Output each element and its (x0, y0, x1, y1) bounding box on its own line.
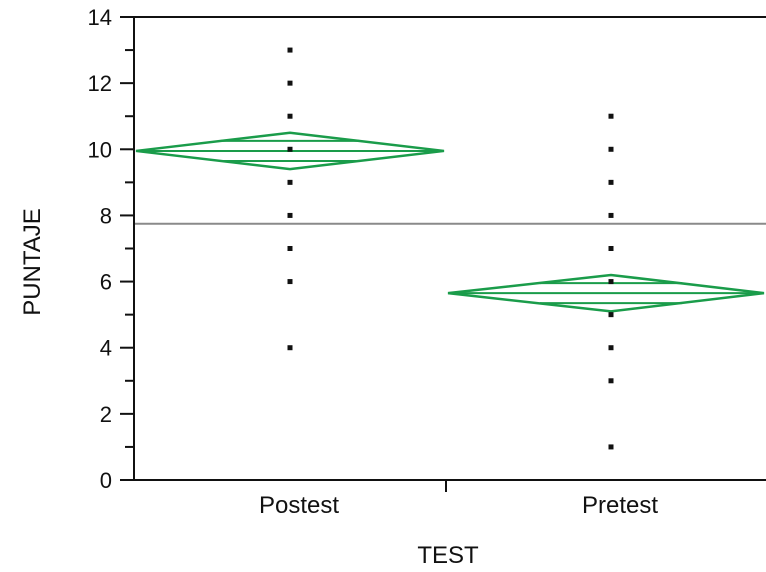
plot-frame (133, 16, 766, 481)
x-axis-category-labels: Postest Pretest (259, 492, 658, 519)
means-diamonds (135, 131, 765, 313)
data-points (287, 47, 614, 450)
y-tick-label: 0 (100, 468, 112, 493)
data-point (287, 345, 293, 351)
data-point (608, 212, 614, 218)
data-point (608, 146, 614, 152)
data-point (608, 378, 614, 384)
data-point (608, 113, 614, 119)
y-tick-label: 6 (100, 270, 112, 295)
y-axis-ticks (120, 16, 134, 481)
y-axis-title: PUNTAJE (19, 208, 46, 316)
data-point (287, 179, 293, 185)
x-axis-title: TEST (417, 542, 479, 569)
y-tick-label: 12 (88, 71, 112, 96)
data-point (608, 279, 614, 285)
x-category-label: Pretest (582, 492, 658, 519)
data-point (608, 444, 614, 450)
y-tick-label: 2 (100, 402, 112, 427)
x-category-label: Postest (259, 492, 339, 519)
y-axis-tick-labels: 0 2 4 6 8 10 12 14 (88, 5, 112, 493)
y-tick-label: 14 (88, 5, 112, 30)
y-tick-label: 8 (100, 203, 112, 228)
data-point (287, 246, 293, 251)
data-point (287, 113, 293, 119)
data-point (608, 345, 614, 351)
y-tick-label: 4 (100, 336, 112, 361)
data-point (608, 246, 614, 251)
data-point (287, 47, 293, 53)
data-point (287, 279, 293, 285)
data-point (287, 80, 293, 86)
data-point (608, 312, 614, 318)
data-point (287, 146, 293, 152)
y-tick-label: 10 (88, 137, 112, 162)
data-point (608, 179, 614, 185)
data-point (287, 212, 293, 218)
